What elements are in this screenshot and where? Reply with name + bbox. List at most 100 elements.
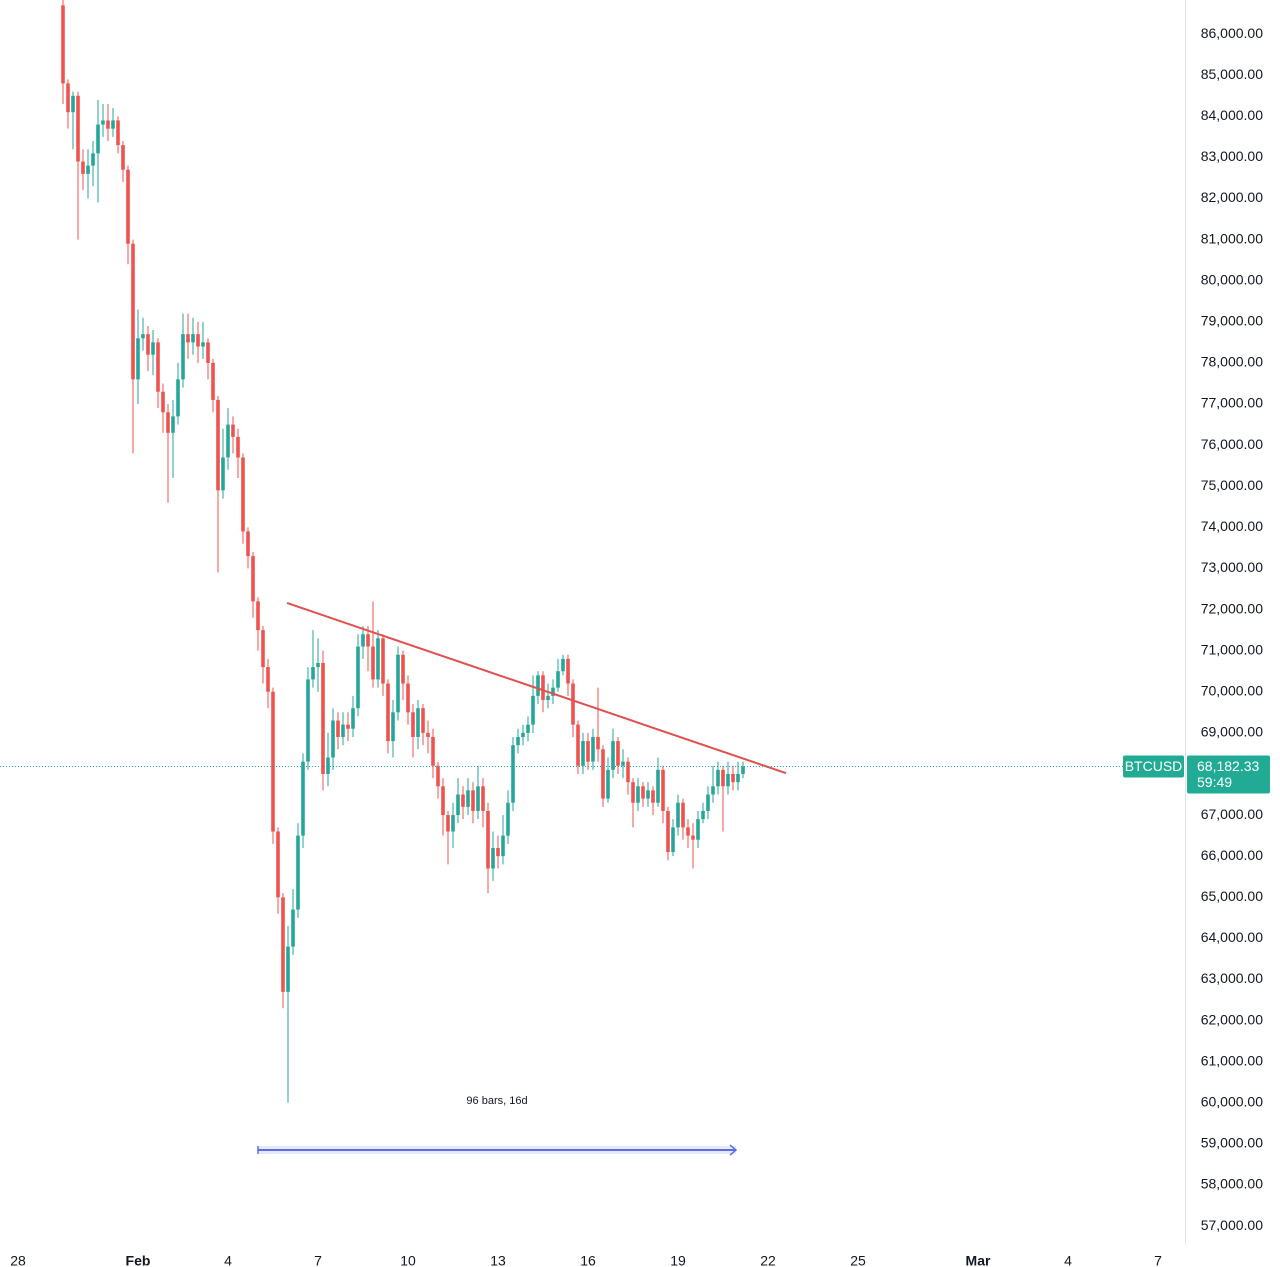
measure-arrow: [729, 1144, 738, 1156]
x-tick-label: 13: [490, 1253, 506, 1267]
candle-body: [466, 790, 470, 807]
candle-body: [161, 391, 165, 413]
candle-body: [201, 342, 205, 347]
candle-body: [691, 835, 695, 840]
candle-body: [76, 95, 80, 162]
measure-label: 96 bars, 16d: [466, 1095, 527, 1107]
candle-body: [491, 847, 495, 869]
candle-body: [666, 810, 670, 853]
candle-body: [731, 773, 735, 783]
y-tick-label: 70,000.00: [1201, 682, 1263, 698]
x-tick-label: 10: [400, 1253, 416, 1267]
candle-body: [536, 675, 540, 696]
candle-body: [146, 334, 150, 355]
candle-body: [101, 120, 105, 125]
candle-body: [571, 683, 575, 725]
candle-body: [356, 646, 360, 709]
candle-body: [276, 831, 280, 898]
y-tick-label: 80,000.00: [1201, 271, 1263, 287]
candle-body: [206, 342, 210, 363]
candle-body: [406, 683, 410, 713]
candle-body: [656, 769, 660, 803]
candle-body: [426, 732, 430, 737]
x-tick-label: 4: [224, 1253, 232, 1267]
candle-body: [606, 769, 610, 799]
candle-body: [471, 790, 475, 811]
x-tick-label: 16: [580, 1253, 596, 1267]
y-tick-label: 71,000.00: [1201, 641, 1263, 657]
candle-body: [371, 646, 375, 680]
countdown-text: 59:49: [1197, 774, 1232, 790]
candle-body: [741, 766, 745, 774]
candle-body: [381, 638, 385, 684]
candle-body: [446, 815, 450, 832]
candle-body: [396, 654, 400, 713]
candle-body: [246, 531, 250, 557]
candle-body: [116, 120, 120, 146]
candle-body: [726, 773, 730, 787]
y-tick-label: 61,000.00: [1201, 1052, 1263, 1068]
y-tick-label: 62,000.00: [1201, 1011, 1263, 1027]
candle-body: [261, 630, 265, 668]
candle-body: [486, 810, 490, 869]
y-tick-label: 76,000.00: [1201, 436, 1263, 452]
candle-body: [596, 736, 600, 750]
candle-body: [321, 662, 325, 774]
candle-body: [131, 243, 135, 380]
x-tick-label: 22: [760, 1253, 776, 1267]
candle-body: [291, 909, 295, 947]
y-tick-label: 57,000.00: [1201, 1217, 1263, 1233]
candle-body: [496, 847, 500, 857]
candle-body: [576, 724, 580, 766]
candle-body: [141, 334, 145, 339]
candle-body: [241, 457, 245, 532]
candle-body: [91, 153, 95, 166]
y-tick-label: 60,000.00: [1201, 1093, 1263, 1109]
x-tick-label: 7: [1154, 1253, 1162, 1267]
y-tick-label: 79,000.00: [1201, 313, 1263, 329]
y-tick-label: 84,000.00: [1201, 107, 1263, 123]
candle-body: [136, 338, 140, 380]
candle-body: [701, 810, 705, 820]
candle-body: [481, 786, 485, 811]
candle-body: [516, 736, 520, 746]
candle-body: [106, 120, 110, 129]
candle-body: [271, 691, 275, 832]
candle-body: [706, 794, 710, 811]
candle-body: [126, 169, 130, 244]
candle-body: [521, 732, 525, 737]
candle-body: [176, 379, 180, 417]
candle-body: [566, 658, 570, 684]
y-tick-label: 77,000.00: [1201, 395, 1263, 411]
symbol-tag-text: BTCUSD: [1125, 758, 1183, 774]
candle-body: [591, 736, 595, 762]
candle-body: [551, 687, 555, 696]
candle-body: [151, 342, 155, 355]
candle-body: [621, 761, 625, 766]
candle-body: [636, 786, 640, 803]
candle-body: [331, 720, 335, 758]
candle-body: [626, 761, 630, 783]
candle-body: [681, 802, 685, 828]
candle-body: [326, 757, 330, 774]
symbol-tag: [1123, 755, 1184, 778]
candle-body: [221, 457, 225, 491]
candle-body: [81, 161, 85, 174]
candle-body: [231, 424, 235, 437]
candle-body: [366, 634, 370, 647]
x-tick-label: Mar: [966, 1253, 991, 1267]
candle-body: [156, 342, 160, 392]
x-tick-label: 25: [850, 1253, 866, 1267]
candle-body: [676, 802, 680, 828]
candle-body: [511, 745, 515, 803]
x-tick-label: 4: [1064, 1253, 1072, 1267]
candle-body: [266, 667, 270, 692]
candle-body: [196, 334, 200, 347]
candle-body: [166, 412, 170, 433]
y-tick-label: 86,000.00: [1201, 25, 1263, 41]
candle-body: [421, 708, 425, 733]
candle-body: [431, 736, 435, 766]
candle-body: [61, 5, 65, 84]
y-tick-label: 82,000.00: [1201, 189, 1263, 205]
